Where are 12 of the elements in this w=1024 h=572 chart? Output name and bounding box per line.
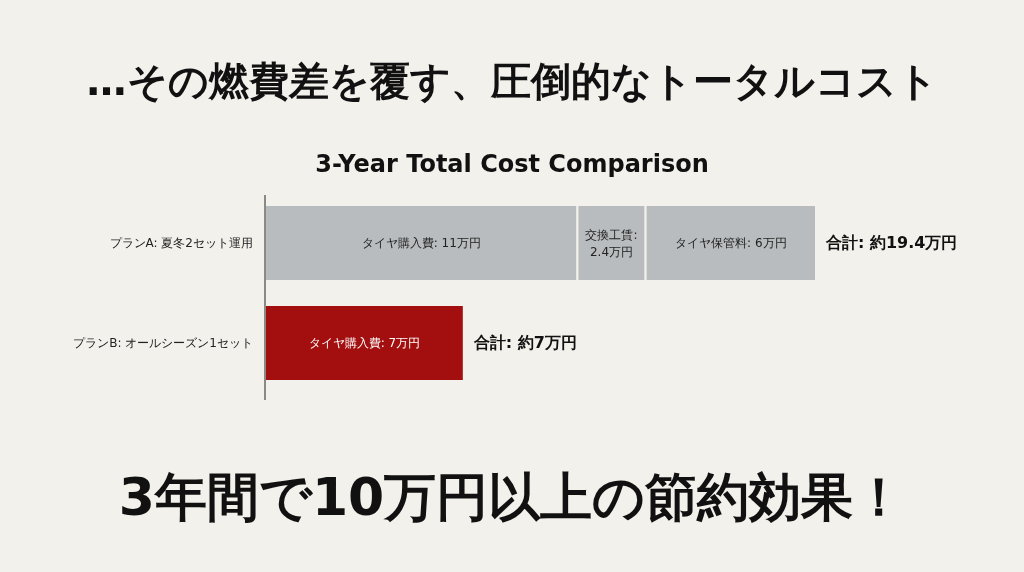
chart-subtitle: 3-Year Total Cost Comparison	[315, 150, 709, 178]
chart-title: …その燃費差を覆す、圧倒的なトータルコスト	[86, 58, 938, 104]
y-tick-label: プランA: 夏冬2セット運用	[109, 235, 253, 250]
total-label: 合計: 約7万円	[472, 332, 577, 352]
data-label: タイヤ保管料: 6万円	[675, 235, 787, 250]
text: 3年間で10万円以上の節約効果！	[118, 467, 906, 527]
data-label: タイヤ購入費: 11万円	[361, 235, 481, 250]
data-label: タイヤ購入費: 7万円	[308, 335, 421, 350]
y-tick-label: プランB: オールシーズン1セット	[73, 335, 253, 350]
total-label: 合計: 約19.4万円	[825, 232, 958, 252]
data-label: 交換工賃: 2.4万円	[585, 227, 638, 258]
bar	[264, 304, 465, 382]
